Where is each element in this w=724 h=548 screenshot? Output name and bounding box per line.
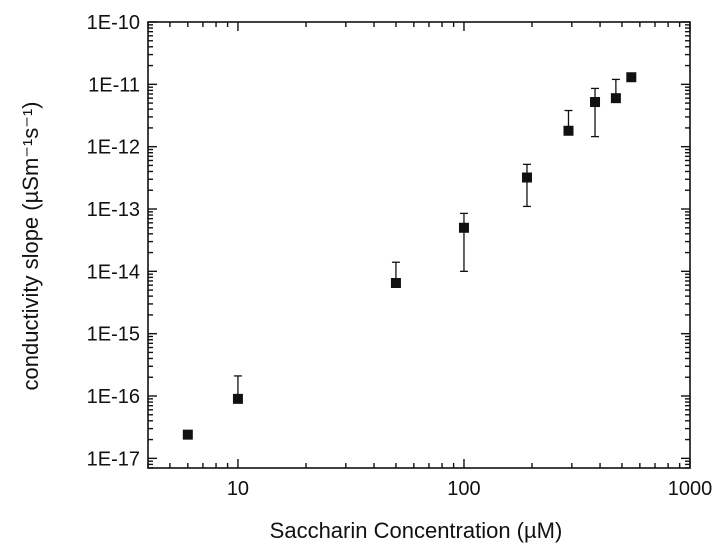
x-tick-label: 100 xyxy=(447,478,480,500)
data-series xyxy=(182,72,637,440)
data-point xyxy=(626,72,637,83)
y-axis-title: conductivity slope (µSm⁻¹s⁻¹) xyxy=(18,102,43,391)
plot-border xyxy=(147,21,691,469)
y-tick-label: 1E-12 xyxy=(87,137,140,159)
data-point xyxy=(610,93,621,104)
x-tick-label: 10 xyxy=(227,478,249,500)
data-point xyxy=(232,393,243,404)
data-point xyxy=(563,125,574,136)
data-point xyxy=(521,172,532,183)
x-axis-title: Saccharin Concentration (µM) xyxy=(270,518,563,543)
data-point xyxy=(590,97,601,108)
data-point xyxy=(390,278,401,289)
y-tick-label: 1E-17 xyxy=(87,448,140,470)
data-point xyxy=(182,429,193,440)
x-tick-label: 1000 xyxy=(668,478,713,500)
x-axis: 10 100 1000 xyxy=(147,22,713,500)
y-tick-label: 1E-10 xyxy=(87,12,140,34)
y-tick-label: 1E-15 xyxy=(87,324,140,346)
plot-frame xyxy=(147,21,691,469)
y-tick-label: 1E-16 xyxy=(87,386,140,408)
y-axis: 1E-17 1E-16 1E-15 1E-14 1E-13 1E-12 1E-11 1E-10 xyxy=(87,12,690,470)
data-point xyxy=(458,222,469,233)
y-tick-label: 1E-11 xyxy=(88,74,140,96)
y-tick-label: 1E-14 xyxy=(87,261,140,283)
y-tick-label: 1E-13 xyxy=(87,199,140,221)
